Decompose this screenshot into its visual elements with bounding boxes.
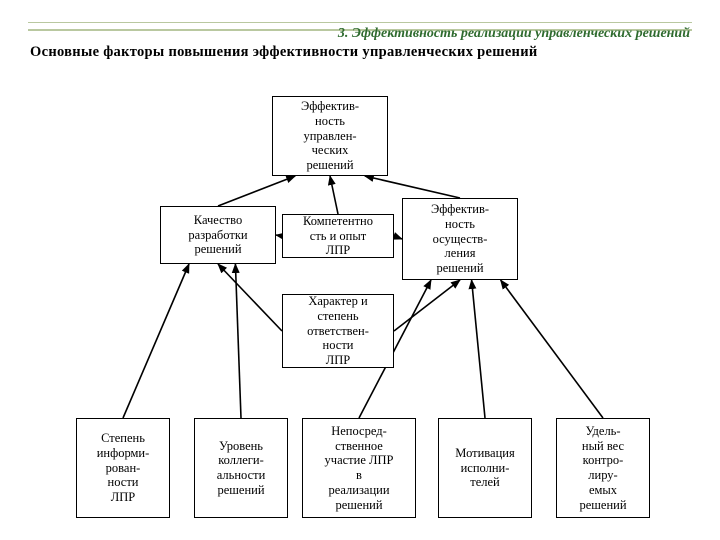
node-n_colleg: Уровень коллеги- альности решений (194, 418, 288, 518)
node-n_comp: Компетентно сть и опыт ЛПР (282, 214, 394, 258)
node-n_respon: Характер и степень ответствен- ности ЛПР (282, 294, 394, 368)
node-n_quality: Качество разработки решений (160, 206, 276, 264)
node-n_top: Эффектив- ность управлен- ческих решений (272, 96, 388, 176)
edge-n_comp-n_effimpl (394, 236, 402, 239)
edge-n_comp-n_top (330, 176, 338, 214)
node-n_direct: Непосред- ственное участие ЛПР в реализа… (302, 418, 416, 518)
node-n_inform: Степень информи- рован- ности ЛПР (76, 418, 170, 518)
node-n_weight: Удель- ный вес контро- лиру- емых решени… (556, 418, 650, 518)
edge-n_quality-n_top (218, 176, 295, 206)
edge-n_inform-n_quality (123, 264, 189, 418)
edge-n_colleg-n_quality (235, 264, 241, 418)
node-n_effimpl: Эффектив- ность осуществ- ления решений (402, 198, 518, 280)
edge-n_motiv-n_effimpl (472, 280, 485, 418)
node-n_motiv: Мотивация исполни- телей (438, 418, 532, 518)
edge-n_respon-n_effimpl (394, 280, 460, 331)
edge-n_effimpl-n_top (365, 176, 460, 198)
edge-n_weight-n_effimpl (501, 280, 603, 418)
edge-n_respon-n_quality (218, 264, 282, 331)
factors-flowchart: Эффектив- ность управлен- ческих решений… (0, 0, 720, 540)
